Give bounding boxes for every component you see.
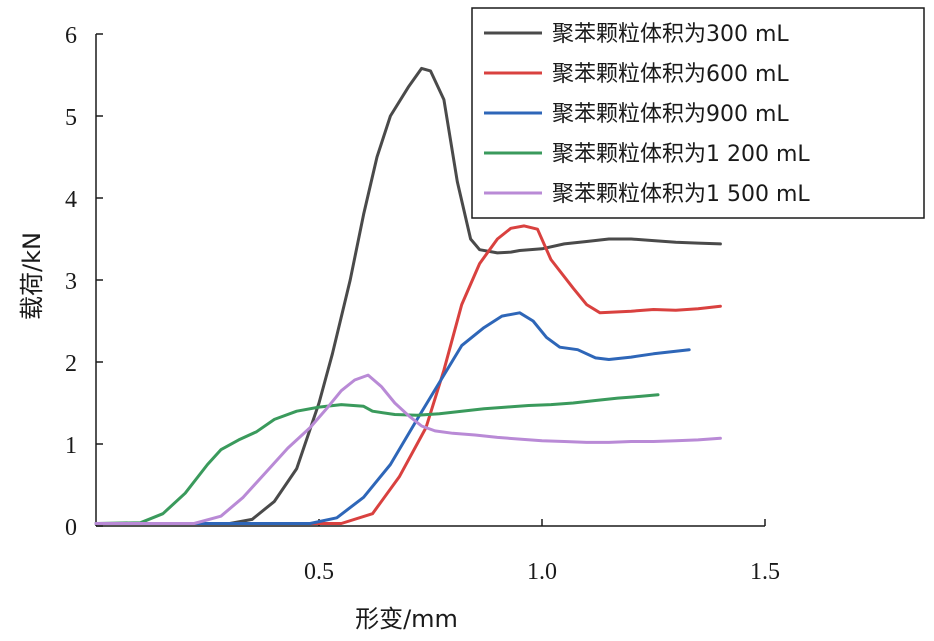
x-tick-label: 1.5: [750, 559, 780, 585]
y-tick-label: 3: [65, 269, 77, 295]
legend-label: 聚苯颗粒体积为900 mL: [552, 102, 789, 127]
series-lines: [94, 66, 722, 525]
legend-items: 聚苯颗粒体积为300 mL 聚苯颗粒体积为600 mL 聚苯颗粒体积为900 mL 聚…: [484, 22, 810, 207]
x-ticks: 0.5 1.0 1.5: [304, 519, 780, 585]
y-tick-label: 6: [65, 23, 77, 49]
series-line: [94, 224, 722, 525]
y-tick-label: 2: [65, 351, 77, 377]
series-line: [94, 311, 691, 525]
y-tick-label: 5: [65, 105, 77, 131]
legend-label: 聚苯颗粒体积为1 200 mL: [552, 142, 810, 167]
legend-label: 聚苯颗粒体积为600 mL: [552, 62, 789, 87]
legend: 聚苯颗粒体积为300 mL 聚苯颗粒体积为600 mL 聚苯颗粒体积为900 mL 聚…: [471, 7, 925, 219]
x-tick-label: 0.5: [304, 559, 334, 585]
series-line: [94, 393, 660, 525]
plot-area: 0.5 1.0 1.5 0 1 2 3 4 5 6: [65, 23, 780, 585]
series-line: [94, 66, 722, 525]
y-ticks: 0 1 2 3 4 5 6: [65, 23, 103, 541]
legend-box: [471, 7, 925, 219]
y-axis-title: 载荷/kN: [18, 232, 46, 320]
x-tick-label: 1.0: [527, 559, 557, 585]
series-line: [94, 373, 722, 525]
legend-label: 聚苯颗粒体积为1 500 mL: [552, 182, 810, 207]
x-axis-title: 形变/mm: [355, 605, 458, 633]
y-tick-label: 1: [65, 433, 77, 459]
y-tick-label: 4: [65, 187, 77, 213]
legend-label: 聚苯颗粒体积为300 mL: [552, 22, 789, 47]
y-tick-label: 0: [65, 515, 77, 541]
